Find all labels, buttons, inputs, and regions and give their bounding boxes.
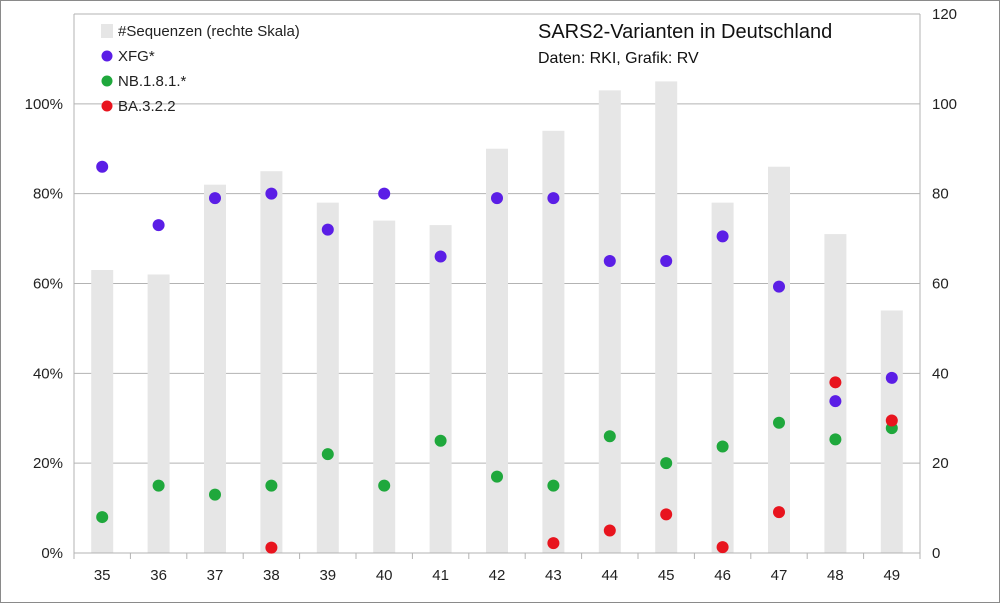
y-right-tick-label: 40: [932, 365, 949, 382]
point-nb-1-8-1--45: [660, 457, 673, 470]
legend-label-2: BA.3.2.2: [118, 98, 176, 115]
bar-39: [316, 202, 339, 553]
point-ba-3-2-2-44: [603, 524, 616, 537]
y-right-tick-label: 60: [932, 276, 949, 293]
x-tick-label: 45: [658, 567, 675, 584]
x-tick-label: 49: [883, 567, 900, 584]
point-xfg--37: [209, 192, 221, 205]
bar-series: [91, 81, 903, 554]
point-xfg--44: [603, 255, 616, 268]
y-left-tick-label: 0%: [41, 545, 63, 562]
point-xfg--47: [773, 280, 785, 293]
point-nb-1-8-1--37: [209, 488, 221, 501]
point-xfg--48: [829, 395, 842, 408]
point-nb-1-8-1--42: [491, 470, 503, 483]
y-left-tick-label: 20%: [33, 455, 63, 472]
point-ba-3-2-2-48: [829, 376, 842, 389]
bar-36: [147, 274, 170, 553]
legend-swatch-1: [101, 75, 113, 87]
x-tick-label: 48: [827, 567, 844, 584]
point-xfg--36: [152, 219, 165, 232]
bar-47: [768, 166, 790, 553]
bar-43: [542, 130, 565, 554]
point-nb-1-8-1--41: [434, 434, 447, 447]
x-tick-label: 39: [319, 567, 336, 584]
point-xfg--46: [716, 230, 729, 243]
x-tick-label: 46: [714, 567, 731, 584]
x-tick-label: 37: [207, 567, 224, 584]
bar-46: [711, 202, 734, 553]
point-ba-3-2-2-47: [773, 506, 785, 519]
axes: 35 36 37 38 39 40 41 42 43 44 45 46 47 48 49 0% 20% 40% 60…: [25, 6, 957, 584]
bar-38: [260, 171, 283, 554]
x-tick-label: 44: [601, 567, 618, 584]
legend-swatch-2: [101, 100, 113, 112]
legend-label-1: NB.1.8.1.*: [118, 73, 187, 90]
legend-label-0: XFG*: [118, 48, 155, 65]
legend-swatch-bars: [101, 24, 113, 38]
legend-label-bars: #Sequenzen (rechte Skala): [118, 23, 300, 40]
point-xfg--35: [96, 160, 109, 173]
point-ba-3-2-2-49: [885, 414, 898, 427]
y-left-tick-label: 40%: [33, 365, 63, 382]
point-ba-3-2-2-46: [716, 541, 729, 554]
chart-subtitle: Daten: RKI, Grafik: RV: [538, 50, 699, 67]
x-tick-label: 36: [150, 567, 167, 584]
point-series: [96, 160, 898, 554]
bar-44: [598, 90, 621, 553]
point-ba-3-2-2-45: [660, 508, 673, 521]
bar-48: [824, 234, 847, 553]
point-xfg--43: [547, 192, 560, 205]
point-nb-1-8-1--35: [96, 511, 109, 524]
point-nb-1-8-1--48: [829, 433, 842, 446]
point-xfg--41: [434, 250, 447, 263]
y-right-tick-label: 120: [932, 6, 957, 23]
point-xfg--39: [321, 223, 334, 236]
point-nb-1-8-1--36: [152, 479, 165, 492]
bar-41: [429, 225, 452, 553]
legend-swatch-0: [101, 50, 113, 62]
bar-42: [486, 148, 508, 553]
y-right-tick-label: 20: [932, 455, 949, 472]
x-tick-label: 42: [489, 567, 506, 584]
y-left-tick-label: 60%: [33, 276, 63, 293]
point-nb-1-8-1--38: [265, 479, 278, 492]
point-xfg--45: [660, 255, 673, 268]
bar-40: [373, 220, 396, 553]
point-nb-1-8-1--40: [378, 479, 391, 492]
y-left-tick-label: 80%: [33, 186, 63, 203]
bar-45: [655, 81, 678, 553]
y-right-tick-label: 0: [932, 545, 940, 562]
point-nb-1-8-1--39: [321, 448, 334, 461]
y-right-tick-label: 100: [932, 96, 957, 113]
x-tick-label: 35: [94, 567, 111, 584]
bar-37: [204, 184, 226, 553]
point-ba-3-2-2-43: [547, 537, 560, 550]
chart-title: SARS2-Varianten in Deutschland: [538, 21, 832, 43]
point-xfg--38: [265, 187, 278, 200]
point-xfg--40: [378, 187, 391, 200]
x-tick-label: 43: [545, 567, 562, 584]
point-xfg--49: [885, 371, 898, 384]
x-tick-label: 38: [263, 567, 280, 584]
x-tick-label: 41: [432, 567, 449, 584]
x-tick-label: 40: [376, 567, 393, 584]
point-nb-1-8-1--43: [547, 479, 560, 492]
bar-35: [91, 270, 114, 553]
point-nb-1-8-1--46: [716, 440, 729, 453]
legend: #Sequenzen (rechte Skala) XFG* NB.1.8.1.* B…: [101, 23, 300, 115]
point-nb-1-8-1--44: [603, 430, 616, 443]
y-left-tick-label: 100%: [25, 96, 63, 113]
point-xfg--42: [491, 192, 503, 205]
y-right-tick-label: 80: [932, 186, 949, 203]
x-tick-label: 47: [771, 567, 788, 584]
point-nb-1-8-1--47: [773, 416, 785, 429]
point-ba-3-2-2-38: [265, 541, 278, 554]
